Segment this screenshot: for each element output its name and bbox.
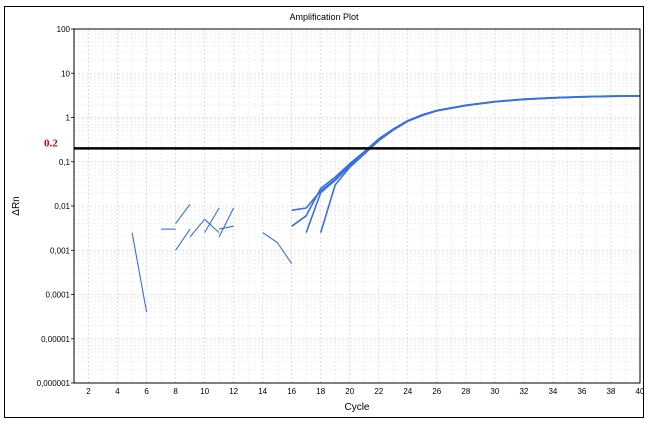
gridlines xyxy=(73,28,641,384)
x-tick-label: 28 xyxy=(461,387,470,396)
x-tick-label: 18 xyxy=(316,387,325,396)
threshold-label: 0.2 xyxy=(44,137,58,149)
amplification-curve xyxy=(189,218,206,238)
amplification-curve xyxy=(175,228,191,251)
x-tick-label: 20 xyxy=(345,387,354,396)
y-tick-label: 1 xyxy=(66,114,71,123)
x-tick-label: 8 xyxy=(173,387,178,396)
y-tick-label: 0,00001 xyxy=(41,335,70,344)
amplification-curve xyxy=(305,95,641,233)
amplification-curve xyxy=(131,232,148,313)
x-tick-label: 24 xyxy=(403,387,412,396)
y-tick-label: 0,1 xyxy=(59,158,71,167)
x-tick-label: 16 xyxy=(287,387,296,396)
amplification-curve xyxy=(319,95,641,233)
y-tick-label: 0,000001 xyxy=(37,379,71,388)
y-tick-label: 0,01 xyxy=(54,202,70,211)
x-tick-label: 38 xyxy=(607,387,616,396)
x-tick-label: 22 xyxy=(374,387,383,396)
x-tick-label: 32 xyxy=(519,387,528,396)
amplification-curve xyxy=(204,218,220,234)
x-tick-label: 30 xyxy=(490,387,499,396)
y-tick-label: 0,001 xyxy=(50,246,71,255)
amplification-curve xyxy=(175,203,191,224)
x-tick-label: 40 xyxy=(636,387,643,396)
amplification-curve xyxy=(204,207,220,233)
x-tick-label: 12 xyxy=(229,387,238,396)
x-tick-label: 6 xyxy=(144,387,149,396)
x-tick-label: 2 xyxy=(86,387,91,396)
y-tick-label: 100 xyxy=(57,25,71,34)
y-tick-labels: 100 10 1 0,1 0,01 0,001 0,0001 0,00001 0,000001 xyxy=(37,25,74,388)
x-tick-label: 36 xyxy=(577,387,586,396)
x-tick-labels: 2 4 6 8 10 12 14 16 18 20 22 24 26 28 30 32 34 36 38 40 xyxy=(86,387,643,396)
amplification-curve xyxy=(276,242,293,264)
amplification-curve xyxy=(218,225,234,230)
plot-area-border xyxy=(73,28,641,384)
y-tick-label: 0,0001 xyxy=(46,291,71,300)
x-tick-label: 34 xyxy=(548,387,557,396)
x-tick-label: 14 xyxy=(258,387,267,396)
chart-svg: Amplification Plot 100 10 1 0,1 0,01 0,001 0,0… xyxy=(11,12,643,413)
amplification-curves xyxy=(131,95,641,313)
amplification-plot: Amplification Plot 100 10 1 0,1 0,01 0,001 0,0… xyxy=(4,6,644,418)
y-axis-title: ΔRn xyxy=(11,196,22,215)
x-tick-label: 10 xyxy=(200,387,209,396)
amplification-curve xyxy=(218,207,235,238)
y-tick-label: 10 xyxy=(61,69,70,78)
amplification-curve xyxy=(262,232,278,243)
x-tick-label: 26 xyxy=(432,387,441,396)
chart-title: Amplification Plot xyxy=(289,12,359,22)
x-axis-title: Cycle xyxy=(344,402,369,413)
x-tick-label: 4 xyxy=(115,387,120,396)
